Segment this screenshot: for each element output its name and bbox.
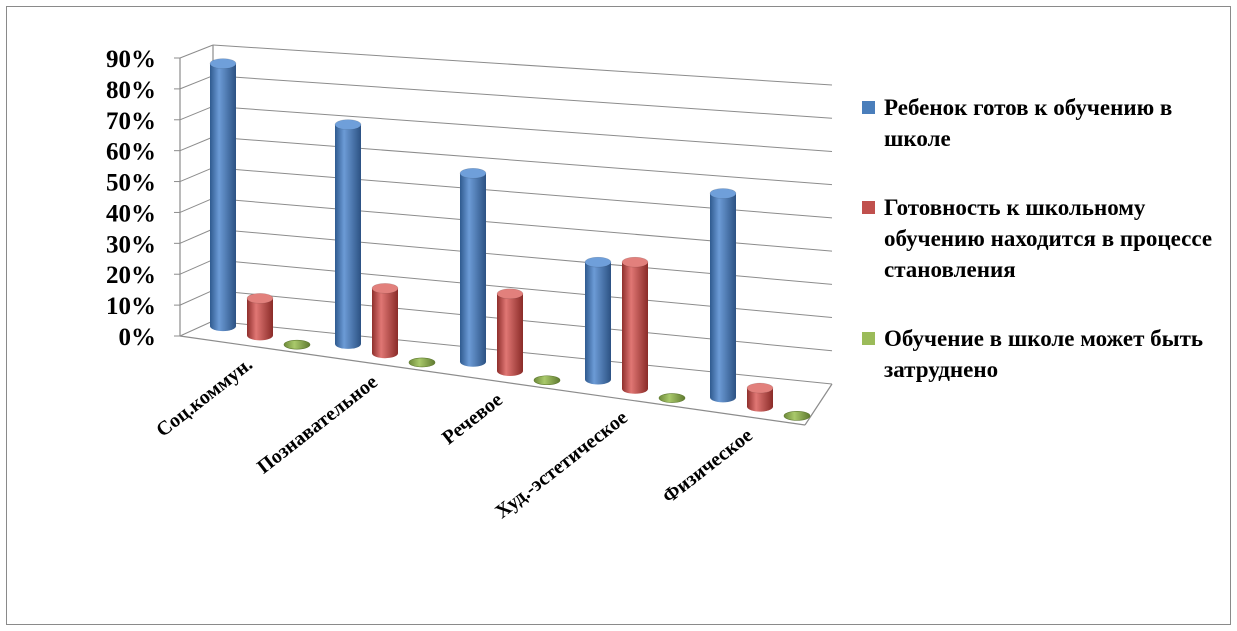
- bar-forming-4: [746, 382, 774, 412]
- gridline-back: [212, 105, 833, 152]
- legend-label: Обучение в школе может быть затруднено: [884, 326, 1204, 382]
- bar-difficult-0: [283, 339, 311, 350]
- gridline-side: [179, 259, 214, 275]
- gridline-side: [179, 228, 214, 244]
- bar-ready-0: [209, 58, 237, 332]
- gridline-side: [179, 289, 214, 306]
- gridline-back: [212, 75, 833, 119]
- y-tick-label: 80%: [106, 77, 156, 104]
- floor-right-edge: [804, 383, 833, 426]
- y-tick-label: 20%: [106, 262, 156, 289]
- y-tick-label: 40%: [106, 200, 156, 227]
- legend-label: Готовность к школьному обучению находитс…: [884, 195, 1213, 282]
- bar-ready-2: [459, 168, 487, 367]
- gridline-side: [179, 197, 214, 213]
- legend-item-ready: Ребенок готов к обучению в школе: [862, 92, 1234, 154]
- y-tick-label: 90%: [106, 46, 156, 73]
- x-axis-categories: Соц.коммун.Познавательное РечевоеХуд.-эст…: [152, 353, 757, 523]
- y-axis-ticks: 0% 10% 20% 30% 40% 50% 60% 70% 80% 90%: [106, 46, 156, 351]
- gridline-side: [179, 167, 214, 183]
- gridline-back: [212, 44, 833, 86]
- bar-forming-0: [246, 293, 274, 341]
- legend-label: Ребенок готов к обучению в школе: [884, 95, 1173, 151]
- legend-swatch-red: [862, 201, 875, 214]
- gridline-back: [212, 197, 833, 252]
- bar-difficult-3: [658, 393, 686, 403]
- legend: Ребенок готов к обучению в школе Готовно…: [862, 92, 1234, 423]
- y-tick-label: 70%: [106, 108, 156, 135]
- bar-difficult-2: [533, 375, 561, 386]
- x-category-label: Познавательное: [253, 371, 382, 478]
- bar-difficult-1: [408, 357, 436, 368]
- x-category-label: Речевое: [438, 389, 507, 450]
- gridline-side: [179, 320, 214, 337]
- bar-forming-3: [621, 256, 649, 394]
- gridline-back: [212, 136, 833, 186]
- legend-item-difficult: Обучение в школе может быть затруднено: [862, 323, 1234, 385]
- legend-swatch-green: [862, 332, 875, 345]
- x-category-label: Худ.-эстетическое: [491, 406, 632, 523]
- legend-swatch-blue: [862, 101, 875, 114]
- bars: [209, 58, 811, 421]
- x-category-label: Соц.коммун.: [152, 353, 257, 442]
- x-category-label: Физическое: [658, 424, 756, 508]
- bar-ready-1: [334, 119, 362, 349]
- bar-ready-4: [709, 188, 737, 403]
- bar-ready-3: [584, 256, 612, 385]
- bar-difficult-4: [783, 411, 811, 421]
- gridline-side: [179, 44, 214, 59]
- y-tick-label: 30%: [106, 231, 156, 258]
- gridline-side: [179, 136, 214, 152]
- bar-forming-2: [496, 288, 524, 376]
- gridline-back: [212, 167, 833, 219]
- legend-item-forming: Готовность к школьному обучению находитс…: [862, 192, 1234, 285]
- y-tick-label: 10%: [106, 293, 156, 320]
- y-tick-label: 60%: [106, 139, 156, 166]
- y-tick-label: 0%: [119, 324, 157, 351]
- floor-front-edge: [179, 335, 806, 426]
- gridline-side: [179, 105, 214, 121]
- bar-forming-1: [371, 283, 399, 359]
- y-tick-label: 50%: [106, 170, 156, 197]
- gridline-side: [179, 75, 214, 90]
- gridline-back: [212, 228, 833, 285]
